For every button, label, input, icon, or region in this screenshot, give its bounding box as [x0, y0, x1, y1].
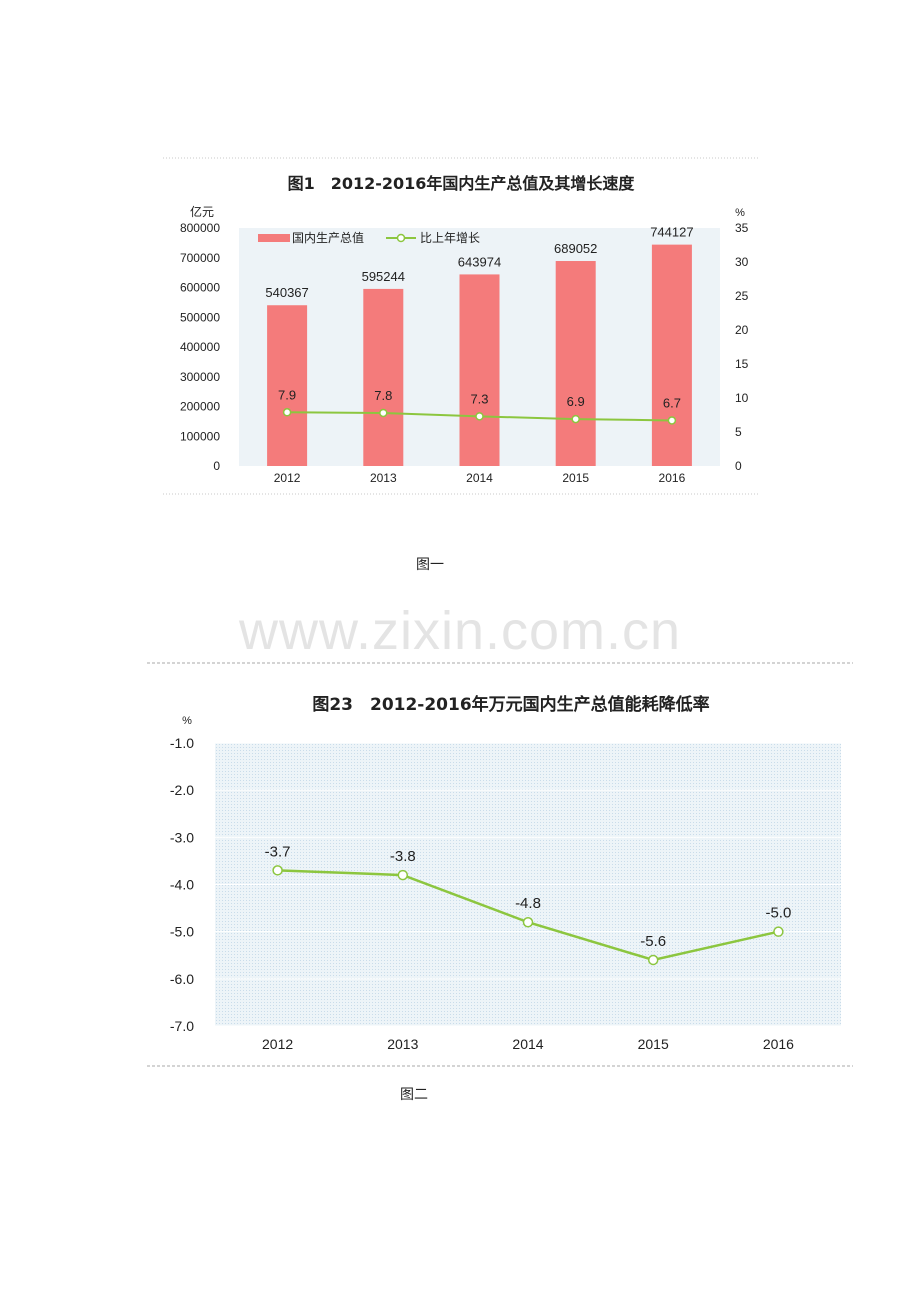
chart2-y-tick-label: -5.0: [170, 924, 194, 940]
chart1-y2-tick-label: 25: [735, 289, 749, 303]
legend-swatch-growth-marker: [396, 233, 406, 243]
chart2-y-tick-label: -3.0: [170, 829, 194, 845]
chart1-y2-tick-label: 0: [735, 459, 742, 473]
chart1: 图1 2012-2016年国内生产总值及其增长速度 亿元 % 800000 700…: [163, 157, 760, 495]
legend-swatch-gdp: [258, 234, 290, 242]
chart2-gridlines: [215, 742, 841, 1027]
gdp-bar-label: 744127: [650, 225, 693, 240]
chart1-growth-line: 7.9 7.8 7.3 6.9 6.7: [278, 387, 681, 425]
chart1-y2-tick-label: 20: [735, 323, 749, 337]
chart1-y-tick-label: 100000: [180, 429, 220, 443]
growth-point: [379, 408, 388, 418]
chart2-point-label: -3.8: [390, 848, 416, 865]
gdp-bar: [555, 261, 596, 466]
chart1-y2-tick-label: 35: [735, 221, 749, 235]
chart1-y-tick-label: 200000: [180, 400, 220, 414]
chart1-y2-tick-label: 30: [735, 255, 749, 269]
growth-point: [667, 416, 677, 425]
chart1-y-tick-label: 400000: [180, 340, 220, 354]
growth-point-label: 7.8: [374, 388, 392, 403]
chart2-title: 图23 2012-2016年万元国内生产总值能耗降低率: [312, 694, 709, 715]
chart2-x-tick-label: 2014: [512, 1036, 543, 1052]
gdp-bar: [459, 274, 500, 466]
chart2-y-tick-label: -1.0: [170, 735, 194, 751]
chart2-line: -3.7 -3.8 -4.8 -5.6 -5.0: [265, 843, 791, 966]
gdp-bar-label: 595244: [362, 269, 405, 284]
chart1-x-tick-label: 2014: [466, 471, 493, 485]
chart1-bars: 540367 595244 643974 689052 744127: [265, 225, 694, 466]
figure1-caption: 图一: [416, 557, 444, 573]
chart2-point: [647, 954, 659, 966]
chart2-point-label: -5.6: [640, 933, 666, 950]
chart1-y-tick-label: 800000: [180, 221, 220, 235]
gdp-bar-label: 540367: [265, 285, 308, 300]
legend-label-gdp: 国内生产总值: [292, 230, 364, 245]
chart2-y-tick-label: -4.0: [170, 877, 194, 893]
gdp-bar: [651, 244, 692, 466]
chart1-y-ticks: 800000 700000 600000 500000 400000 300000 2000…: [180, 221, 220, 473]
chart2-point: [522, 916, 534, 928]
chart2-point: [773, 926, 784, 937]
growth-point: [571, 414, 580, 424]
growth-point: [282, 408, 292, 417]
chart2-y-ticks: -1.0 -2.0 -3.0 -4.0 -5.0 -6.0 -7.0: [170, 735, 194, 1034]
chart1-y2-tick-label: 15: [735, 357, 749, 371]
chart2-point: [397, 869, 409, 881]
chart2-x-ticks: 2012 2013 2014 2015 2016: [262, 1036, 794, 1052]
chart1-y-tick-label: 500000: [180, 310, 220, 324]
gdp-bar: [267, 305, 308, 466]
chart2-x-tick-label: 2012: [262, 1036, 293, 1052]
chart2-point-label: -4.8: [515, 895, 541, 912]
chart2-y-axis-label: %: [182, 715, 192, 727]
chart2-y-tick-label: -7.0: [170, 1018, 194, 1034]
gdp-bar-label: 643974: [458, 254, 501, 269]
chart2-point-label: -3.7: [265, 843, 291, 860]
chart2-y-tick-label: -2.0: [170, 782, 194, 798]
watermark: www.zixin.com.cn: [238, 601, 682, 661]
chart1-x-ticks: 2012 2013 2014 2015 2016: [274, 471, 686, 485]
figure2-caption: 图二: [400, 1087, 428, 1103]
chart1-y2-ticks: 35 30 25 20 15 10 5 0: [735, 221, 749, 473]
chart2-y-tick-label: -6.0: [170, 971, 194, 987]
growth-point-label: 6.9: [567, 394, 585, 409]
growth-point-label: 7.3: [470, 391, 488, 406]
legend-label-growth: 比上年增长: [420, 231, 480, 245]
chart2-point: [272, 865, 283, 876]
chart1-y2-axis-label: %: [735, 207, 745, 219]
chart2-x-tick-label: 2015: [638, 1036, 669, 1052]
chart1-x-tick-label: 2015: [562, 471, 589, 485]
chart2-x-tick-label: 2016: [763, 1036, 794, 1052]
chart1-title: 图1 2012-2016年国内生产总值及其增长速度: [288, 174, 636, 193]
chart1-x-tick-label: 2012: [274, 471, 301, 485]
chart1-x-tick-label: 2016: [659, 471, 686, 485]
chart2: 图23 2012-2016年万元国内生产总值能耗降低率 % -1.0 -2.0 -3…: [147, 662, 853, 1067]
growth-point: [475, 412, 484, 421]
chart1-y2-tick-label: 10: [735, 391, 749, 405]
chart1-legend: 国内生产总值 比上年增长: [258, 230, 480, 245]
growth-point-label: 6.7: [663, 395, 681, 410]
chart1-y-tick-label: 0: [213, 459, 220, 473]
growth-point-label: 7.9: [278, 387, 296, 402]
chart1-y-tick-label: 600000: [180, 281, 220, 295]
chart1-y-tick-label: 300000: [180, 370, 220, 384]
chart1-y-axis-label: 亿元: [190, 204, 214, 219]
chart2-point-label: -5.0: [765, 905, 791, 922]
chart2-x-tick-label: 2013: [387, 1036, 418, 1052]
gdp-bar: [363, 288, 404, 466]
chart1-y-tick-label: 700000: [180, 251, 220, 265]
gdp-bar-label: 689052: [554, 241, 597, 256]
chart1-x-tick-label: 2013: [370, 471, 397, 485]
chart1-y2-tick-label: 5: [735, 425, 742, 439]
